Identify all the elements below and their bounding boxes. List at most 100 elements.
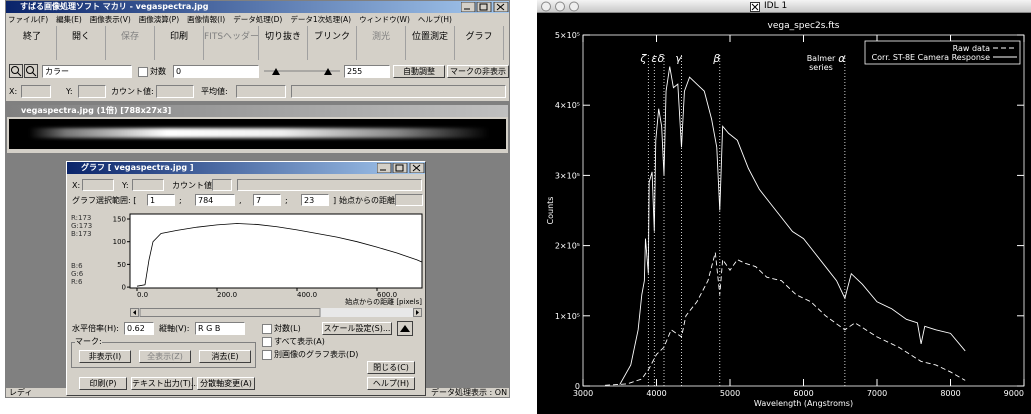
readout-label: 平均値: <box>201 86 228 97</box>
text-out-button[interactable]: テキスト出力(T)... <box>131 377 193 390</box>
toolbar-button[interactable]: グラフ <box>455 26 504 60</box>
readout-label: カウント値: <box>111 86 154 97</box>
dialog-readout: X:Y:カウント値: <box>67 179 425 192</box>
help-button[interactable]: ヘルプ(H) <box>367 377 415 390</box>
legend-label: Raw data <box>953 44 990 53</box>
toolbar-label: 終了 <box>23 32 41 42</box>
print-label: 印刷(P) <box>89 379 116 388</box>
checkbox[interactable] <box>262 337 272 347</box>
y-tick-label: 1×10⁵ <box>555 312 580 321</box>
menu-item[interactable]: 画像演算(P) <box>139 14 179 25</box>
toolbar-label: 開く <box>72 32 90 42</box>
window-title: すばる画像処理ソフト マカリ - vegaspectra.jpg <box>20 2 209 11</box>
menu-item[interactable]: データ1次処理(A) <box>290 14 351 25</box>
min-input[interactable]: 0 <box>173 65 259 78</box>
menu-item[interactable]: ウィンドウ(W) <box>359 14 410 25</box>
other-image-check[interactable]: 別画像のグラフ表示(D) <box>262 349 358 360</box>
v-axis-select[interactable]: R G B <box>195 322 245 335</box>
readout-label: Y: <box>66 86 73 97</box>
hide-marks-label: マークの非表示 <box>450 67 506 76</box>
window-controls[interactable] <box>461 2 509 12</box>
hide-label: 非表示(I) <box>89 352 122 361</box>
channel-label: B:173 <box>71 230 92 238</box>
range-spinner[interactable]: 7 <box>253 194 281 206</box>
range-spinner[interactable]: 23 <box>301 194 329 206</box>
h-zoom-input[interactable]: 0.62 <box>124 322 154 335</box>
toolbar-button[interactable]: 測光 <box>357 26 406 60</box>
show-all-check[interactable]: すべて表示(A) <box>262 336 325 347</box>
zoom-buttons[interactable] <box>9 64 39 78</box>
channel-label: B:6 <box>71 262 83 270</box>
menu-item[interactable]: 画像表示(V) <box>90 14 131 25</box>
print-button[interactable]: 印刷(P) <box>79 377 127 390</box>
dialog-title-bar: グラフ [ vegaspectra.jpg ] <box>67 162 425 174</box>
x-axis-label: 始点からの距離 [pixels] <box>345 297 422 306</box>
x-tick-label: 400.0 <box>297 291 317 299</box>
level-slider[interactable] <box>262 64 342 79</box>
y-tick-label: 150 <box>113 215 126 223</box>
mark-label: マーク: <box>75 336 102 347</box>
scale-button[interactable]: スケール設定(S)... <box>322 322 392 335</box>
log-check[interactable]: 対数 <box>138 66 166 77</box>
spectrum-strip <box>29 128 489 138</box>
screen: すばる画像処理ソフト マカリ - vegaspectra.jpg ファイル(F)… <box>0 0 1031 414</box>
x-tick-label: 7000 <box>867 389 887 398</box>
toolbar-label: 印刷 <box>170 32 188 42</box>
up-button[interactable] <box>397 321 413 336</box>
toolbar-button[interactable]: 保存 <box>106 26 155 60</box>
dialog-controls[interactable] <box>377 163 425 173</box>
toolbar-button[interactable]: 切り抜き <box>259 26 308 60</box>
traffic-lights[interactable] <box>540 1 584 12</box>
x-tick-label: 4000 <box>646 389 666 398</box>
x-tick-label: 5000 <box>720 389 740 398</box>
menu-item[interactable]: 画像情報(I) <box>187 14 225 25</box>
range-spinner[interactable]: 1 <box>147 194 175 206</box>
range-value: 7 <box>256 196 261 205</box>
plot-frame <box>130 214 422 288</box>
menu-item[interactable]: ファイル(F) <box>8 14 48 25</box>
readout-label: X: <box>72 180 80 191</box>
toolbar-button[interactable]: ブリンク <box>308 26 357 60</box>
channel-label: R:6 <box>71 278 83 286</box>
hide-marks-button[interactable]: マークの非表示 <box>447 65 509 78</box>
show-all-label: すべて表示(A) <box>274 337 325 346</box>
y-tick-label: 4×10⁵ <box>555 101 580 110</box>
checkbox[interactable] <box>262 324 272 334</box>
close-button[interactable]: 閉じる(C) <box>367 361 415 374</box>
checkbox[interactable] <box>138 67 148 77</box>
x-tick-label: 6000 <box>793 389 813 398</box>
toolbar-button[interactable]: 終了 <box>8 26 57 60</box>
hide-button[interactable]: 非表示(I) <box>79 350 131 363</box>
log-check[interactable]: 対数(L) <box>262 323 301 334</box>
toolbar-label: 切り抜き <box>265 32 301 42</box>
auto-button[interactable]: 自動調整 <box>393 65 445 78</box>
menu-item[interactable]: データ処理(D) <box>233 14 282 25</box>
range-separator: ; <box>285 195 288 206</box>
menu-item[interactable]: ヘルプ(H) <box>418 14 452 25</box>
scrollbar[interactable] <box>130 308 422 317</box>
menu-item[interactable]: 編集(E) <box>56 14 82 25</box>
idl-title-bar: IDL 1 <box>537 0 1031 13</box>
erase-button[interactable]: 消去(E) <box>199 350 251 363</box>
toolbar-button[interactable]: FITSヘッダー <box>204 26 259 60</box>
readout-box <box>132 179 164 191</box>
range-spinner[interactable]: 784 <box>195 194 235 206</box>
range-separator: , <box>239 195 242 206</box>
color-select[interactable]: カラー <box>42 65 132 78</box>
image-window: vegaspectra.jpg (1倍) [788x27x3] <box>6 104 509 154</box>
status-mode: データ処理表示 : ON <box>431 387 507 398</box>
dispersion-button[interactable]: 分散軸変更(A) <box>197 377 255 390</box>
v-axis-label: 縦軸(V): <box>159 323 189 334</box>
other-image-label: 別画像のグラフ表示(D) <box>274 350 358 359</box>
balmer-label: ε <box>651 52 657 65</box>
log-label: 対数 <box>150 67 166 76</box>
max-input[interactable]: 255 <box>344 65 390 78</box>
toolbar-button[interactable]: 印刷 <box>155 26 204 60</box>
status-ready: レディ <box>9 387 32 398</box>
checkbox[interactable] <box>262 350 272 360</box>
show-button[interactable]: 全表示(Z) <box>139 350 191 363</box>
toolbar-button[interactable]: 位置測定 <box>406 26 455 60</box>
series-line <box>620 67 965 385</box>
toolbar-button[interactable]: 開く <box>57 26 106 60</box>
